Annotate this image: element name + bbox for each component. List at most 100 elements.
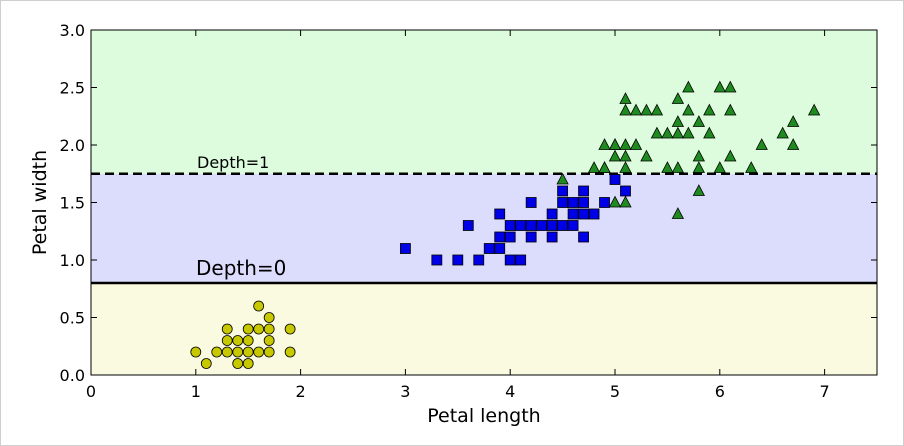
square-point-10: [504, 231, 516, 243]
y-axis-title: Petal width: [29, 150, 51, 255]
square-point-31: [588, 208, 600, 220]
triangle-point-32: [703, 126, 716, 139]
triangle-point-40: [755, 138, 768, 150]
triangle-point-8: [619, 149, 632, 162]
circle-point-9: [242, 358, 254, 369]
threshold-label-1: Depth=1: [197, 153, 269, 172]
triangle-point-3: [608, 149, 622, 162]
square-point-2: [452, 254, 464, 266]
triangle-point-29: [692, 184, 706, 196]
y-tick-label: 3.0: [60, 21, 85, 40]
triangle-point-42: [786, 138, 800, 150]
region-2: [91, 30, 877, 174]
triangle-point-17: [650, 126, 664, 139]
square-point-32: [599, 197, 610, 208]
x-axis-title: Petal length: [427, 405, 540, 427]
x-tick-label: 0: [86, 382, 96, 401]
triangle-point-30: [692, 161, 706, 173]
y-tick-label: 2.0: [60, 136, 85, 155]
square-point-6: [494, 243, 506, 254]
triangle-point-46: [598, 161, 611, 173]
square-point-11: [504, 220, 516, 231]
triangle-point-13: [629, 138, 643, 150]
circle-point-20: [284, 346, 296, 358]
circle-point-17: [263, 335, 275, 346]
circle-point-8: [232, 335, 244, 346]
triangle-point-33: [703, 103, 716, 116]
triangle-point-41: [776, 126, 789, 139]
data-points: [190, 80, 821, 369]
square-point-19: [546, 220, 558, 231]
circle-point-2: [211, 346, 223, 358]
square-point-30: [578, 185, 589, 197]
square-point-24: [567, 220, 579, 231]
triangle-point-44: [807, 103, 821, 116]
axis-tick-labels: 0 1 2 3 4 5 6 7 0.0 0.5 1.0 1.5 2.0 2.5 3.0: [60, 21, 830, 401]
circle-point-12: [242, 323, 254, 335]
triangle-point-39: [745, 161, 758, 173]
circle-point-11: [242, 335, 254, 346]
triangle-point-38: [724, 80, 737, 93]
square-point-26: [567, 197, 579, 208]
triangle-point-35: [713, 80, 726, 93]
square-point-3: [462, 220, 474, 231]
square-point-34: [620, 185, 631, 197]
triangle-point-21: [671, 207, 685, 219]
square-point-0: [399, 243, 411, 254]
triangle-point-31: [692, 115, 706, 127]
triangle-point-11: [619, 92, 632, 104]
circle-point-18: [263, 323, 275, 335]
square-point-1: [431, 254, 443, 266]
square-point-25: [567, 208, 579, 220]
triangle-point-14: [629, 103, 643, 116]
triangle-point-1: [587, 161, 601, 173]
triangle-point-47: [608, 138, 622, 150]
triangle-point-23: [671, 126, 685, 139]
x-tick-label: 6: [715, 382, 725, 401]
x-tick-label: 2: [296, 382, 306, 401]
square-point-16: [525, 197, 537, 208]
triangle-point-37: [724, 103, 737, 116]
y-tick-label: 0.0: [60, 366, 85, 385]
circle-point-16: [263, 346, 275, 358]
triangle-point-25: [671, 92, 685, 104]
axis-ticks: [90, 29, 877, 376]
circle-point-3: [221, 346, 233, 358]
x-tick-label: 3: [400, 382, 410, 401]
triangle-point-19: [661, 161, 674, 173]
triangle-point-6: [608, 195, 622, 208]
triangle-point-9: [619, 138, 632, 150]
x-tick-label: 7: [820, 382, 830, 401]
triangle-point-12: [598, 138, 611, 150]
circle-point-1: [200, 358, 212, 369]
circle-point-19: [263, 312, 275, 323]
square-point-28: [578, 208, 589, 220]
triangle-point-22: [671, 161, 685, 173]
square-point-8: [494, 208, 506, 220]
square-point-27: [578, 231, 589, 243]
square-point-18: [546, 231, 558, 243]
circle-point-6: [232, 358, 244, 369]
circle-point-21: [284, 323, 296, 335]
triangle-point-5: [619, 195, 632, 208]
triangle-point-0: [556, 172, 569, 185]
threshold-label-0: Depth=0: [196, 256, 286, 280]
circle-point-4: [221, 335, 233, 346]
circle-point-14: [253, 323, 265, 335]
triangle-point-18: [650, 103, 664, 116]
square-point-33: [609, 174, 621, 185]
circle-point-7: [232, 346, 244, 358]
triangle-point-45: [692, 149, 706, 162]
triangle-point-27: [682, 103, 695, 116]
triangle-point-36: [724, 149, 737, 162]
square-point-29: [578, 197, 589, 208]
square-point-4: [473, 254, 485, 266]
x-tick-label: 5: [610, 382, 620, 401]
square-point-23: [557, 185, 568, 197]
circle-point-13: [253, 346, 265, 358]
circle-point-15: [253, 300, 265, 312]
triangle-point-15: [640, 149, 653, 162]
threshold-annotations: Depth=0 Depth=1: [196, 153, 286, 280]
x-tick-label: 4: [505, 382, 515, 401]
